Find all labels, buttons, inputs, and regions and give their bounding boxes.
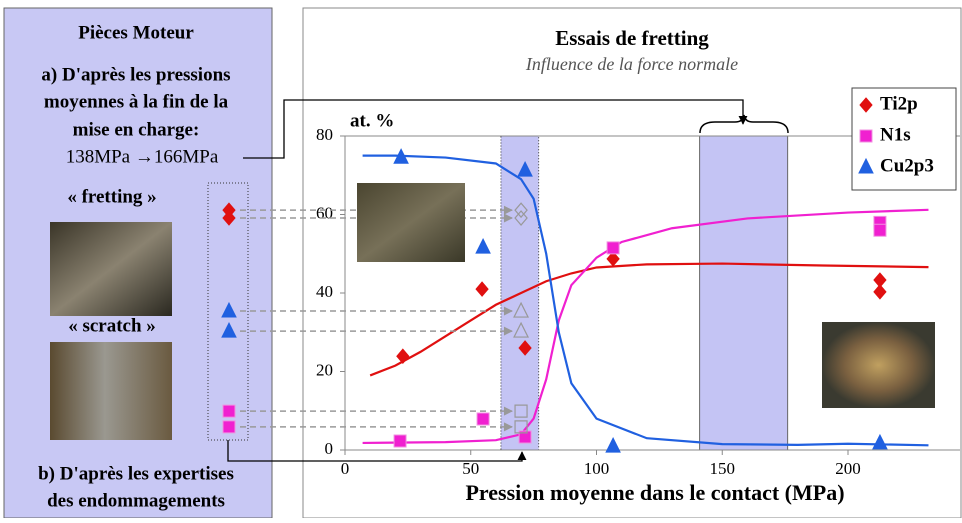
bracket: [699, 114, 789, 134]
marker: [514, 210, 528, 226]
marker: [859, 129, 873, 143]
marker: [476, 412, 490, 426]
chart-subtitle: Influence de la force normale: [525, 54, 738, 74]
y-tick-label: 0: [325, 439, 334, 458]
x-tick-label: 0: [341, 459, 350, 478]
marker: [859, 97, 873, 113]
highlight-band: [699, 135, 789, 451]
legend-label: N1s: [880, 124, 911, 145]
marker: [222, 420, 236, 434]
marker: [517, 161, 533, 177]
marker: [858, 157, 874, 174]
y-axis-label: at. %: [350, 110, 394, 131]
panel-title: Pièces Moteur: [78, 22, 194, 43]
y-tick-label: 40: [316, 282, 333, 301]
x-axis-label: Pression moyenne dans le contact (MPa): [465, 480, 844, 505]
legend-label: Cu2p3: [880, 155, 934, 176]
photo: [822, 322, 935, 408]
arrow: [243, 99, 748, 159]
engine-box: [207, 182, 249, 441]
text-line: des endommagements: [47, 490, 225, 511]
marker: [475, 281, 489, 297]
text-line: a) D'après les pressions: [41, 64, 230, 85]
marker: [518, 340, 532, 356]
marker: [393, 148, 409, 164]
photo: [357, 183, 465, 262]
text-line: b) D'après les expertises: [38, 463, 234, 484]
marker: [872, 433, 888, 450]
marker: [221, 321, 237, 338]
x-tick-label: 200: [835, 459, 861, 478]
marker: [393, 434, 407, 448]
marker: [605, 436, 621, 453]
marker: [222, 404, 236, 418]
marker: [873, 284, 887, 300]
photo-fretting: [50, 222, 172, 316]
y-tick-label: 80: [316, 125, 333, 144]
marker: [606, 251, 620, 267]
text-line: mise en charge:: [73, 119, 200, 140]
marker: [873, 223, 887, 237]
pressure-range: 138MPa →166MPa: [66, 146, 219, 167]
x-tick-label: 50: [462, 459, 479, 478]
marker: [221, 301, 237, 318]
y-tick-label: 20: [316, 360, 333, 379]
marker: [513, 321, 530, 338]
label-scratch: « scratch »: [68, 315, 156, 336]
arrow: [227, 440, 527, 462]
label-fretting: « fretting »: [67, 186, 156, 207]
fit-curve: [369, 262, 929, 377]
legend-label: Ti2p: [880, 93, 918, 114]
text-line: moyennes à la fin de la: [44, 91, 229, 112]
x-tick-label: 150: [710, 459, 736, 478]
x-tick-label: 100: [584, 459, 610, 478]
marker: [396, 348, 410, 364]
marker: [222, 210, 236, 226]
marker: [475, 237, 491, 254]
marker: [514, 202, 528, 219]
fit-curve: [362, 208, 929, 445]
marker: [606, 241, 620, 255]
marker: [514, 420, 528, 434]
photo-scratch: [50, 342, 172, 440]
fit-curve: [362, 154, 929, 447]
y-tick-label: 60: [316, 203, 333, 222]
plot: 0 20 40 60 80 0 50 100 150 200: [240, 125, 960, 478]
marker: [513, 301, 530, 318]
marker: [514, 404, 528, 418]
chart-title: Essais de fretting: [555, 26, 709, 50]
